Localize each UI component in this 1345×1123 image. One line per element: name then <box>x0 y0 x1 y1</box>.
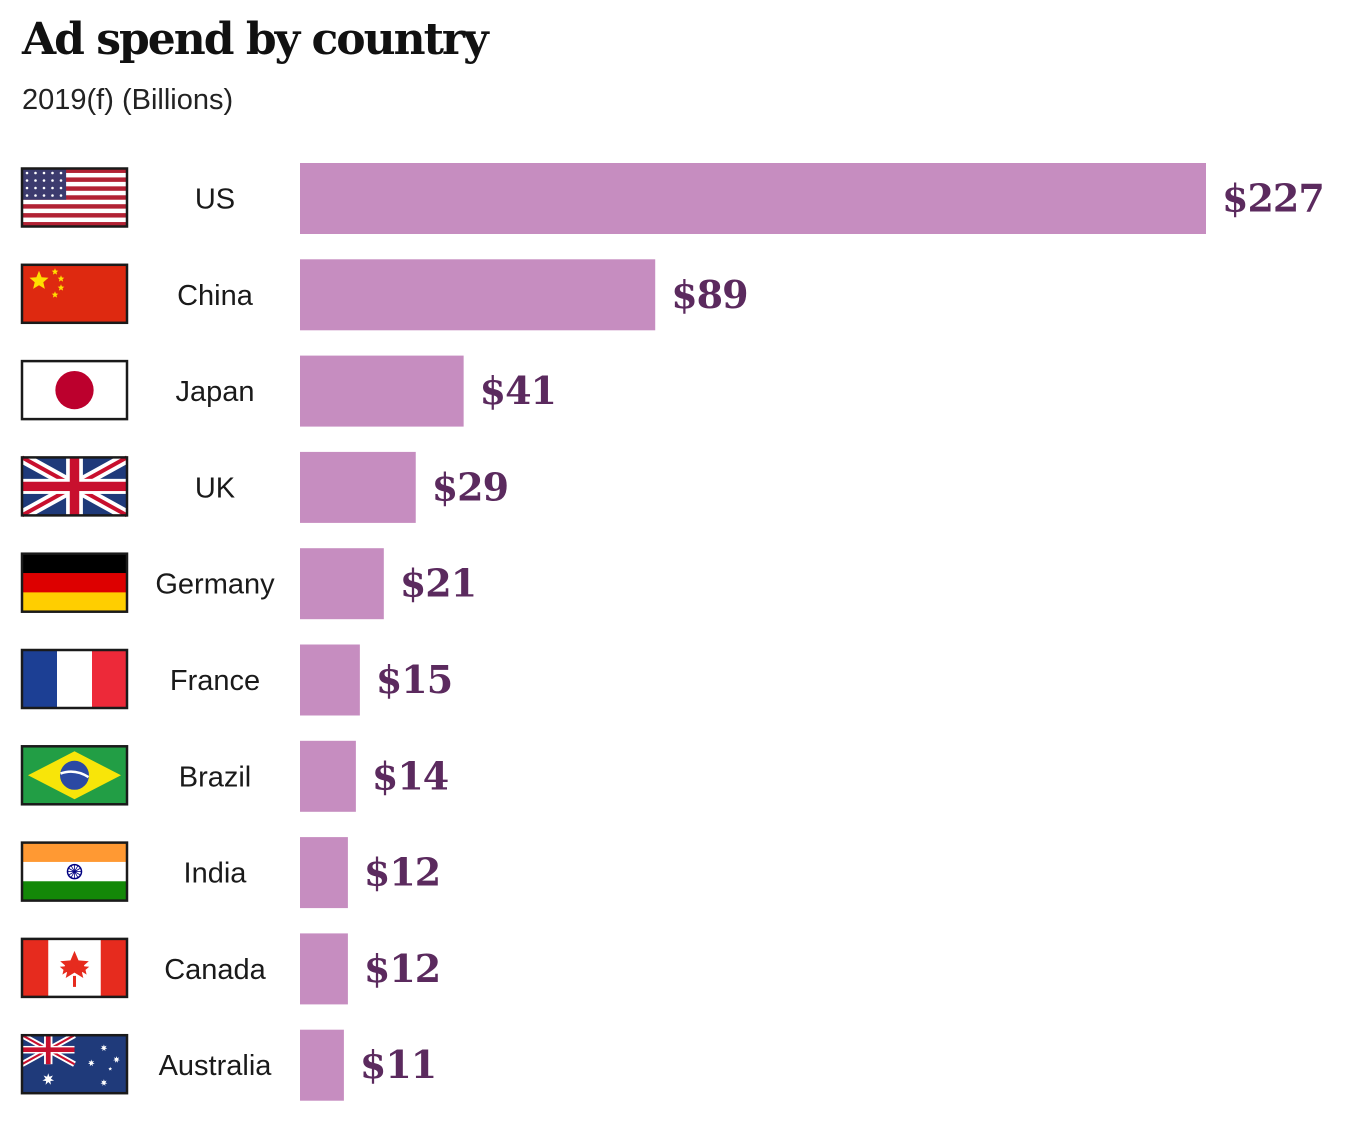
bar-australia <box>300 1029 344 1101</box>
chart-subtitle: 2019(f) (Billions) <box>22 84 234 116</box>
india-flag-icon <box>20 841 129 902</box>
value-label-brazil: $14 <box>372 753 448 798</box>
value-label-australia: $11 <box>360 1042 436 1087</box>
country-label-canada: Canada <box>164 954 266 986</box>
value-label-uk: $29 <box>432 464 508 509</box>
bar-uk <box>300 451 416 523</box>
country-label-india: India <box>184 858 248 890</box>
bar-us <box>300 163 1206 234</box>
japan-flag-icon <box>20 359 129 421</box>
bar-brazil <box>300 740 356 812</box>
country-label-brazil: Brazil <box>179 761 252 793</box>
bar-germany <box>300 548 384 620</box>
chart-title: Ad spend by country <box>22 14 489 65</box>
value-label-japan: $41 <box>480 368 556 413</box>
bar-canada <box>300 933 348 1005</box>
value-label-germany: $21 <box>400 561 476 606</box>
value-label-china: $89 <box>671 272 747 317</box>
china-flag-icon <box>20 263 129 325</box>
france-flag-icon <box>20 648 129 710</box>
uk-flag-icon <box>19 452 130 521</box>
value-label-india: $12 <box>364 850 440 895</box>
bar-india <box>300 837 348 909</box>
country-label-uk: UK <box>195 472 236 504</box>
country-label-france: France <box>170 665 260 697</box>
brazil-flag-icon <box>20 745 129 806</box>
bar-japan <box>300 355 464 427</box>
country-label-china: China <box>177 280 254 312</box>
bar-france <box>300 644 360 716</box>
value-label-france: $15 <box>376 657 452 702</box>
country-label-australia: Australia <box>159 1050 273 1082</box>
value-label-us: $227 <box>1222 176 1324 221</box>
germany-flag-icon <box>20 552 129 613</box>
canada-flag-icon <box>20 937 129 999</box>
us-flag-icon <box>20 167 129 228</box>
value-label-canada: $12 <box>364 946 440 991</box>
country-label-germany: Germany <box>155 569 275 601</box>
bar-china <box>300 259 656 331</box>
australia-flag-icon <box>20 1032 129 1095</box>
country-label-us: US <box>195 184 235 216</box>
country-label-japan: Japan <box>175 376 254 408</box>
